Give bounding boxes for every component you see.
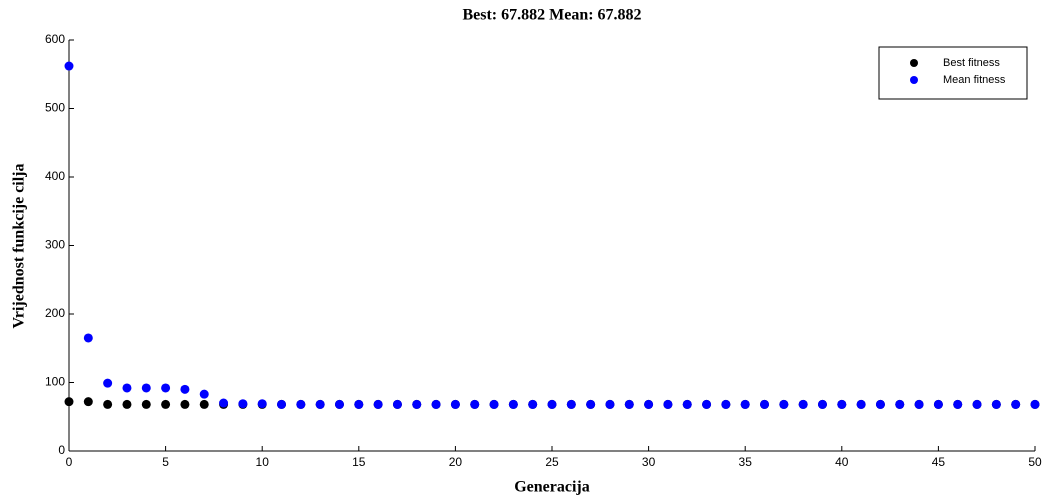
point: [141, 383, 151, 393]
point: [489, 399, 499, 409]
legend-marker: [910, 76, 918, 84]
point: [972, 399, 982, 409]
point: [431, 399, 441, 409]
y-tick-label: 500: [45, 101, 65, 115]
point: [141, 399, 151, 409]
x-tick-label: 15: [352, 455, 366, 469]
point: [721, 399, 731, 409]
point: [103, 399, 113, 409]
point: [219, 398, 229, 408]
point: [315, 399, 325, 409]
point: [354, 399, 364, 409]
y-tick-label: 100: [45, 375, 65, 389]
point: [392, 399, 402, 409]
point: [682, 399, 692, 409]
point: [83, 397, 93, 407]
point: [180, 384, 190, 394]
point: [238, 399, 248, 409]
x-tick-label: 10: [256, 455, 270, 469]
point: [199, 399, 209, 409]
point: [122, 399, 132, 409]
point: [605, 399, 615, 409]
point: [508, 399, 518, 409]
x-tick-label: 25: [545, 455, 559, 469]
point: [933, 399, 943, 409]
legend-label: Mean fitness: [943, 74, 1006, 86]
y-axis-label: Vrijednost funkcije cilja: [11, 163, 28, 328]
point: [1011, 399, 1021, 409]
legend-marker: [910, 59, 918, 67]
y-tick-label: 0: [58, 443, 65, 457]
point: [470, 399, 480, 409]
point: [798, 399, 808, 409]
point: [760, 399, 770, 409]
point: [817, 399, 827, 409]
point: [450, 399, 460, 409]
y-tick-label: 200: [45, 306, 65, 320]
point: [334, 399, 344, 409]
point: [1030, 399, 1040, 409]
point: [64, 61, 74, 71]
point: [199, 389, 209, 399]
x-tick-label: 40: [835, 455, 849, 469]
point: [875, 399, 885, 409]
point: [624, 399, 634, 409]
point: [837, 399, 847, 409]
point: [547, 399, 557, 409]
point: [257, 399, 267, 409]
x-axis-label: Generacija: [514, 479, 590, 496]
point: [991, 399, 1001, 409]
point: [586, 399, 596, 409]
point: [740, 399, 750, 409]
point: [856, 399, 866, 409]
x-tick-label: 20: [449, 455, 463, 469]
point: [895, 399, 905, 409]
point: [566, 399, 576, 409]
point: [64, 397, 74, 407]
chart-title: Best: 67.882 Mean: 67.882: [462, 7, 641, 24]
point: [103, 378, 113, 388]
x-tick-label: 0: [66, 455, 73, 469]
y-tick-label: 600: [45, 32, 65, 46]
legend-box: [878, 46, 1028, 100]
point: [644, 399, 654, 409]
point: [161, 399, 171, 409]
point: [702, 399, 712, 409]
x-tick-label: 5: [162, 455, 169, 469]
y-tick-label: 300: [45, 238, 65, 252]
x-tick-label: 35: [739, 455, 753, 469]
point: [779, 399, 789, 409]
point: [914, 399, 924, 409]
point: [83, 333, 93, 343]
point: [373, 399, 383, 409]
x-tick-label: 45: [932, 455, 946, 469]
point: [180, 399, 190, 409]
point: [122, 383, 132, 393]
y-tick-label: 400: [45, 169, 65, 183]
point: [663, 399, 673, 409]
point: [953, 399, 963, 409]
point: [161, 383, 171, 393]
point: [528, 399, 538, 409]
legend-label: Best fitness: [943, 57, 1000, 69]
point: [296, 399, 306, 409]
x-tick-label: 30: [642, 455, 656, 469]
point: [277, 399, 287, 409]
x-tick-label: 50: [1028, 455, 1042, 469]
point: [412, 399, 422, 409]
